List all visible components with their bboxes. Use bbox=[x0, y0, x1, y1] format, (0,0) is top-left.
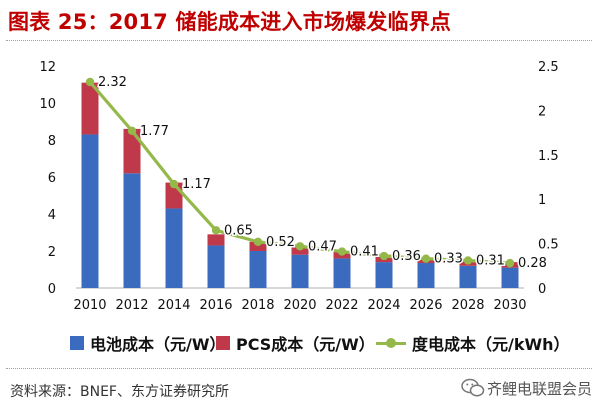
y-left-tick-label: 0 bbox=[48, 282, 56, 297]
kwh-cost-point bbox=[169, 179, 179, 189]
bar-battery-cost bbox=[81, 134, 99, 288]
kwh-cost-data-label: 0.36 bbox=[392, 249, 421, 264]
kwh-cost-point bbox=[127, 126, 137, 136]
legend-item-battery: 电池成本（元/W） bbox=[70, 331, 226, 355]
kwh-cost-data-label: 0.41 bbox=[350, 245, 379, 260]
bar-battery-cost bbox=[417, 263, 435, 288]
chart-plot: 0 2 4 6 8 10 12 0 0.5 1 1.5 2 2.5 2010 2012 2014 2016 201… bbox=[39, 60, 559, 313]
bar-battery-cost bbox=[459, 265, 477, 288]
kwh-cost-point bbox=[379, 251, 389, 261]
x-tick-label: 2026 bbox=[409, 298, 442, 313]
kwh-cost-point bbox=[337, 247, 347, 256]
y-left-tick-label: 2 bbox=[48, 245, 56, 260]
bar-battery-cost bbox=[375, 262, 393, 288]
footer-divider bbox=[6, 368, 592, 369]
y-right-tick-label: 2 bbox=[538, 104, 546, 119]
title-divider bbox=[6, 40, 592, 41]
x-tick-label: 2012 bbox=[115, 298, 148, 313]
kwh-cost-data-label: 1.17 bbox=[182, 177, 211, 192]
y-right-tick-label: 2.5 bbox=[538, 60, 559, 75]
bar-pcs-cost bbox=[291, 247, 309, 255]
kwh-cost-point bbox=[421, 254, 431, 263]
y-right-tick-label: 1 bbox=[538, 193, 546, 208]
source-note: 资料来源：BNEF、东方证券研究所 bbox=[10, 384, 229, 400]
kwh-cost-data-label: 0.47 bbox=[308, 239, 337, 254]
legend-swatch-battery bbox=[70, 336, 84, 350]
y-left-tick-label: 10 bbox=[39, 97, 56, 112]
chart-legend: 电池成本（元/W） PCS成本（元/W） 度电成本（元/kWh） bbox=[0, 331, 600, 355]
kwh-cost-point bbox=[295, 242, 305, 251]
chart-title: 图表 25：2017 储能成本进入市场爆发临界点 bbox=[8, 10, 452, 34]
bar-pcs-cost bbox=[81, 82, 99, 135]
x-tick-label: 2014 bbox=[157, 298, 190, 313]
wechat-icon bbox=[461, 378, 485, 397]
bar-pcs-cost bbox=[207, 234, 225, 246]
legend-line-marker bbox=[376, 336, 406, 350]
y-left-tick-label: 8 bbox=[48, 134, 56, 149]
x-tick-label: 2030 bbox=[493, 298, 526, 313]
kwh-cost-data-label: 0.33 bbox=[434, 252, 463, 267]
kwh-cost-data-label: 0.52 bbox=[266, 235, 295, 250]
bar-battery-cost bbox=[501, 267, 519, 288]
kwh-cost-line bbox=[88, 80, 512, 265]
kwh-cost-data-label: 0.31 bbox=[476, 253, 505, 268]
bar-battery-cost bbox=[207, 245, 225, 288]
bar-battery-cost bbox=[249, 251, 267, 288]
x-tick-label: 2010 bbox=[73, 298, 106, 313]
kwh-cost-data-label: 2.32 bbox=[98, 75, 127, 90]
bar-pcs-cost bbox=[249, 241, 267, 251]
kwh-cost-point bbox=[85, 77, 95, 87]
kwh-cost-data-label: 1.77 bbox=[140, 124, 169, 139]
y-left-tick-label: 12 bbox=[39, 60, 56, 75]
legend-label-battery: 电池成本（元/W） bbox=[90, 335, 226, 354]
legend-item-kwh-cost: 度电成本（元/kWh） bbox=[376, 331, 570, 355]
kwh-cost-point bbox=[505, 258, 515, 268]
y-right-tick-label: 0.5 bbox=[538, 238, 559, 253]
x-tick-label: 2020 bbox=[283, 298, 316, 313]
legend-label-kwh-cost: 度电成本（元/kWh） bbox=[412, 335, 570, 354]
x-tick-label: 2028 bbox=[451, 298, 484, 313]
kwh-cost-point bbox=[253, 237, 263, 247]
x-tick-label: 2024 bbox=[367, 298, 400, 313]
bar-battery-cost bbox=[291, 254, 309, 288]
watermark: 齐鲤电联盟会员 bbox=[461, 377, 592, 399]
kwh-cost-data-label: 0.28 bbox=[518, 256, 547, 271]
y-left-tick-label: 4 bbox=[48, 208, 56, 223]
bar-battery-cost bbox=[123, 173, 141, 288]
kwh-cost-point bbox=[463, 256, 473, 265]
x-tick-label: 2022 bbox=[325, 298, 358, 313]
kwh-cost-data-label: 0.65 bbox=[224, 223, 253, 238]
x-tick-label: 2018 bbox=[241, 298, 274, 313]
legend-item-pcs: PCS成本（元/W） bbox=[216, 331, 375, 355]
y-right-tick-label: 0 bbox=[538, 282, 546, 297]
y-left-tick-label: 6 bbox=[48, 171, 56, 186]
bar-pcs-cost bbox=[123, 128, 141, 174]
watermark-text: 齐鲤电联盟会员 bbox=[486, 379, 592, 398]
y-right-tick-label: 1.5 bbox=[538, 149, 559, 164]
legend-label-pcs: PCS成本（元/W） bbox=[236, 335, 375, 354]
x-tick-label: 2016 bbox=[199, 298, 232, 313]
kwh-cost-point bbox=[211, 226, 221, 235]
legend-swatch-pcs bbox=[216, 336, 230, 350]
bar-battery-cost bbox=[333, 258, 351, 288]
bar-battery-cost bbox=[165, 208, 183, 288]
